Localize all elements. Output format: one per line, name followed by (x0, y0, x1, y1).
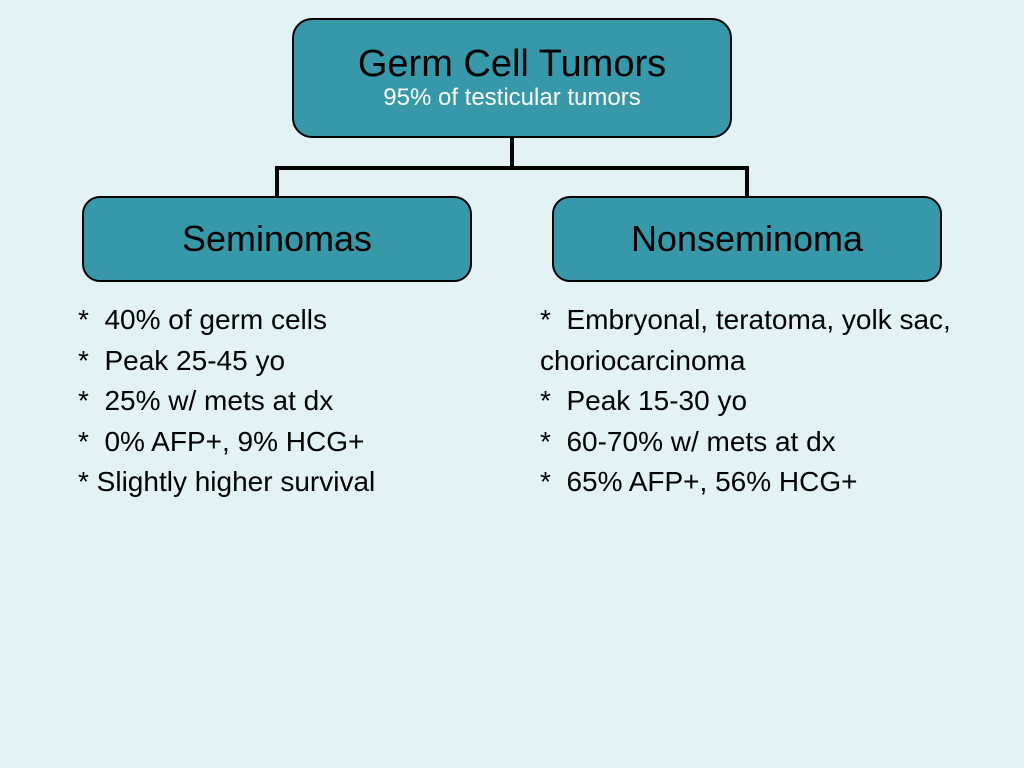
connector-horizontal (275, 166, 749, 170)
bullet-item: * 0% AFP+, 9% HCG+ (78, 422, 498, 463)
root-subtitle: 95% of testicular tumors (383, 84, 640, 112)
connector-right-vertical (745, 166, 749, 198)
bullet-item: * 60-70% w/ mets at dx (540, 422, 970, 463)
child-label-right: Nonseminoma (631, 218, 863, 260)
child-node-seminomas: Seminomas (82, 196, 472, 282)
bullet-item: * Peak 25-45 yo (78, 341, 498, 382)
connector-root-vertical (510, 138, 514, 168)
bullets-nonseminoma: * Embryonal, teratoma, yolk sac, chorioc… (540, 300, 970, 503)
child-node-nonseminoma: Nonseminoma (552, 196, 942, 282)
root-title: Germ Cell Tumors (358, 44, 666, 86)
bullets-seminomas: * 40% of germ cells * Peak 25-45 yo * 25… (78, 300, 498, 503)
bullet-item: * Peak 15-30 yo (540, 381, 970, 422)
bullet-item: * Embryonal, teratoma, yolk sac, chorioc… (540, 300, 970, 381)
bullet-item: * Slightly higher survival (78, 462, 498, 503)
connector-left-vertical (275, 166, 279, 198)
child-label-left: Seminomas (182, 218, 372, 260)
bullet-item: * 40% of germ cells (78, 300, 498, 341)
bullet-item: * 25% w/ mets at dx (78, 381, 498, 422)
bullet-item: * 65% AFP+, 56% HCG+ (540, 462, 970, 503)
root-node: Germ Cell Tumors 95% of testicular tumor… (292, 18, 732, 138)
